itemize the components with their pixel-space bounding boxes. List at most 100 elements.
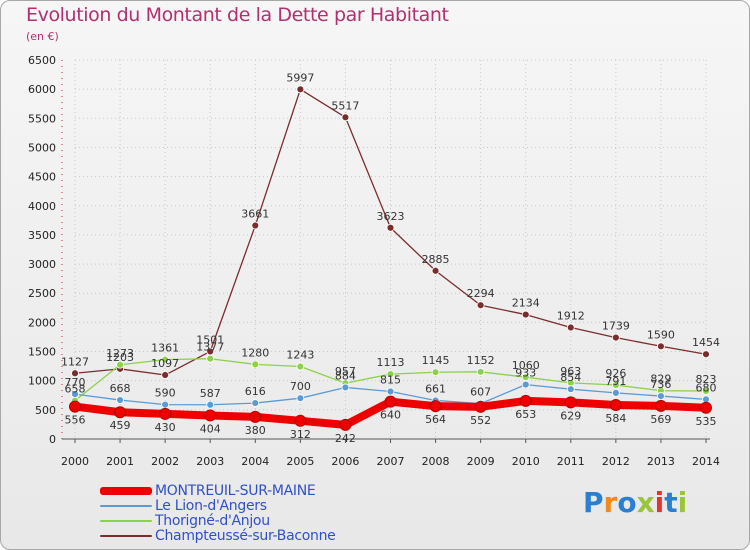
proxiti-logo: Proxiti xyxy=(583,486,687,519)
x-tick-label: 2006 xyxy=(331,455,359,468)
data-point xyxy=(521,310,530,319)
y-tick-label: 1500 xyxy=(28,346,56,359)
data-label: 5517 xyxy=(331,99,359,112)
legend-item-lion: Le Lion-d'Angers xyxy=(100,497,335,514)
x-tick-label: 2008 xyxy=(422,455,450,468)
data-label: 700 xyxy=(290,380,311,393)
data-point xyxy=(386,387,395,396)
data-label: 1501 xyxy=(196,333,224,346)
data-label: 607 xyxy=(470,386,491,399)
data-point xyxy=(566,385,575,394)
data-point xyxy=(564,396,577,409)
data-label: 584 xyxy=(605,412,626,425)
data-point xyxy=(71,369,79,378)
data-label: 3661 xyxy=(241,208,269,221)
x-tick-label: 2005 xyxy=(286,455,314,468)
y-tick-label: 1000 xyxy=(28,375,56,388)
data-label: 430 xyxy=(155,421,176,434)
data-point xyxy=(161,371,170,379)
data-point xyxy=(386,370,395,379)
legend-label: Thorigné-d'Anjou xyxy=(155,512,270,529)
data-label: 1739 xyxy=(602,320,630,333)
data-label: 1280 xyxy=(241,346,269,359)
data-point xyxy=(476,367,485,376)
data-point xyxy=(206,400,215,409)
data-point xyxy=(116,360,124,369)
x-tick-label: 2000 xyxy=(61,455,89,468)
data-label: 1361 xyxy=(151,342,179,355)
data-point xyxy=(476,301,485,310)
x-tick-label: 2007 xyxy=(377,455,405,468)
data-point xyxy=(386,223,395,232)
data-label: 590 xyxy=(155,387,176,400)
legend-swatch xyxy=(100,519,152,522)
data-point xyxy=(71,390,79,399)
data-label: 791 xyxy=(605,375,626,388)
legend-item-montreuil: MONTREUIL-SUR-MAINE xyxy=(100,483,335,499)
data-label: 312 xyxy=(290,428,311,441)
data-label: 5997 xyxy=(286,71,314,84)
logo-letter: t xyxy=(664,486,678,519)
data-point xyxy=(206,354,215,363)
data-label: 640 xyxy=(380,409,401,422)
data-point xyxy=(702,387,710,395)
data-point xyxy=(702,350,710,359)
data-point xyxy=(114,406,127,419)
data-point xyxy=(161,400,170,409)
data-point xyxy=(611,388,620,397)
y-tick-label: 6500 xyxy=(28,54,56,67)
logo-letter: i xyxy=(654,486,665,519)
x-tick-label: 2014 xyxy=(692,455,720,468)
data-label: 1203 xyxy=(106,351,134,364)
data-point xyxy=(294,414,307,427)
data-label: 1060 xyxy=(512,359,540,372)
x-tick-label: 2011 xyxy=(557,455,585,468)
data-label: 569 xyxy=(650,413,671,426)
data-label: 854 xyxy=(560,371,581,384)
y-tick-label: 3000 xyxy=(28,258,56,271)
data-label: 1113 xyxy=(377,356,405,369)
data-label: 629 xyxy=(560,409,581,422)
data-label: 535 xyxy=(696,415,717,428)
logo-letter: o xyxy=(617,486,637,519)
data-label: 1273 xyxy=(106,347,134,360)
data-point xyxy=(611,381,620,389)
data-label: 1097 xyxy=(151,357,179,370)
x-tick-label: 2009 xyxy=(467,455,495,468)
data-label: 2134 xyxy=(512,297,540,310)
data-point xyxy=(566,323,575,332)
legend: MONTREUIL-SUR-MAINE Le Lion-d'Angers Tho… xyxy=(100,483,336,544)
data-point xyxy=(611,333,620,342)
data-point xyxy=(341,383,350,392)
unit-label: (en €) xyxy=(26,30,59,43)
y-tick-label: 2000 xyxy=(28,316,56,329)
data-label: 658 xyxy=(65,383,86,396)
data-point xyxy=(654,399,667,412)
x-tick-label: 2002 xyxy=(151,455,179,468)
data-point xyxy=(384,395,397,408)
data-label: 616 xyxy=(245,385,266,398)
data-point xyxy=(700,401,712,414)
y-tick-label: 6000 xyxy=(28,83,56,96)
x-tick-label: 2004 xyxy=(241,455,269,468)
legend-swatch xyxy=(100,486,152,495)
y-tick-label: 4500 xyxy=(28,171,56,184)
x-tick-label: 2010 xyxy=(512,455,540,468)
data-point xyxy=(339,418,352,431)
y-tick-label: 5000 xyxy=(28,141,56,154)
data-point xyxy=(116,396,124,404)
legend-label: Champteussé-sur-Baconne xyxy=(155,527,336,544)
data-point xyxy=(296,85,305,94)
x-tick-label: 2003 xyxy=(196,455,224,468)
data-label: 564 xyxy=(425,413,446,426)
logo-letter: i xyxy=(677,486,688,519)
data-point xyxy=(159,407,172,420)
logo-letter: x xyxy=(636,486,655,519)
data-label: 3623 xyxy=(377,210,405,223)
data-label: 884 xyxy=(335,369,356,382)
data-point xyxy=(702,395,710,404)
legend-swatch xyxy=(100,504,152,507)
legend-label: Le Lion-d'Angers xyxy=(155,497,267,514)
x-tick-label: 2012 xyxy=(602,455,630,468)
